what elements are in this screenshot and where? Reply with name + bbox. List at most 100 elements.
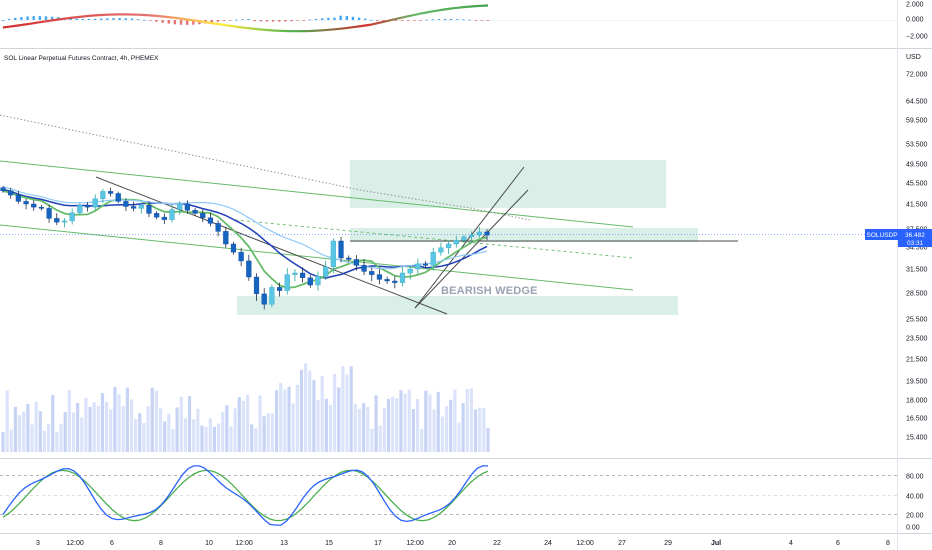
symbol-tag[interactable]: SOLUSDPERP 36.482 03:31 xyxy=(865,229,932,247)
time-tick: Jul xyxy=(711,540,721,547)
oscillator-bar xyxy=(124,18,127,20)
price-tick: 49.500 xyxy=(906,162,928,169)
stoch-tick: 20.00 xyxy=(906,513,924,520)
price-tick: 41.500 xyxy=(906,202,928,209)
volume-bar xyxy=(440,416,445,452)
oscillator-bar xyxy=(20,17,23,20)
candle-body xyxy=(138,205,144,209)
time-tick: 27 xyxy=(618,540,626,547)
candle-body xyxy=(300,272,306,279)
volume-bar xyxy=(449,399,453,452)
oscillator-bar xyxy=(130,18,134,20)
oscillator-bar xyxy=(345,16,348,20)
volume-bar xyxy=(428,394,432,452)
rising-channel-upper xyxy=(414,166,525,309)
oscillator-bar xyxy=(474,20,477,21)
volume-bar xyxy=(5,390,9,452)
time-tick: 12:00 xyxy=(66,540,84,547)
oscillator-bar xyxy=(216,20,220,22)
oscillator-bar xyxy=(136,19,140,20)
candle-body xyxy=(38,206,45,209)
candle-body xyxy=(415,263,421,270)
volume-bar xyxy=(17,415,22,452)
candle-body xyxy=(369,271,375,275)
time-tick: 12:00 xyxy=(235,540,253,547)
price-tick: 64.500 xyxy=(906,99,928,106)
oscillator-tick: 0.000 xyxy=(906,17,924,24)
candle-body xyxy=(31,203,37,208)
candle-body xyxy=(84,205,91,208)
oscillator-bar xyxy=(228,20,232,21)
candle-body xyxy=(54,218,60,223)
oscillator-bar xyxy=(271,20,275,22)
volume-bar xyxy=(283,389,287,452)
candle-body xyxy=(107,191,114,194)
candle-body xyxy=(15,194,21,202)
oscillator-bar xyxy=(235,19,238,21)
oscillator-bar xyxy=(321,18,324,20)
candle-body xyxy=(261,293,267,305)
volume-bar xyxy=(482,408,486,452)
oscillator-bar xyxy=(327,17,330,20)
volume-bar xyxy=(158,408,163,452)
volume-bar xyxy=(187,396,192,452)
volume-bar xyxy=(270,413,275,452)
volume-bar xyxy=(121,405,125,452)
volume-bars xyxy=(1,363,490,452)
rising-channel-lower xyxy=(414,189,529,309)
time-tick: 8 xyxy=(159,540,163,547)
candle-body xyxy=(276,287,283,291)
oscillator-bar xyxy=(278,20,281,22)
volume-bar xyxy=(254,428,258,452)
time-tick: 20 xyxy=(448,540,456,547)
volume-bar xyxy=(76,403,80,452)
candle-body xyxy=(146,205,152,214)
oscillator-bar xyxy=(7,18,11,20)
volume-bar xyxy=(113,387,117,452)
oscillator-bar xyxy=(314,18,318,20)
volume-bar xyxy=(258,395,262,452)
volume-bar xyxy=(312,380,316,452)
volume-bar xyxy=(386,398,391,452)
oscillator-bar xyxy=(259,20,263,22)
volume-bar xyxy=(279,382,283,452)
volume-bar xyxy=(295,384,299,452)
volume-bar xyxy=(13,406,18,452)
price-tick: 21.500 xyxy=(906,357,928,364)
oscillator-bar xyxy=(185,20,189,25)
candle-body xyxy=(192,210,198,214)
countdown-label: 03:31 xyxy=(907,240,924,247)
oscillator-bar xyxy=(400,20,404,21)
time-tick: 12:00 xyxy=(406,540,424,547)
candle-body xyxy=(307,277,313,286)
volume-bar xyxy=(67,390,71,452)
oscillator-bar xyxy=(50,16,54,20)
time-tick: 15 xyxy=(325,540,333,547)
time-tick: 29 xyxy=(664,540,672,547)
volume-bar xyxy=(38,411,42,452)
oscillator-bar xyxy=(449,18,453,20)
oscillator-bar xyxy=(333,17,336,20)
volume-bar xyxy=(138,413,142,452)
oscillator-bar xyxy=(161,20,164,23)
price-tick: 15.400 xyxy=(906,435,928,442)
oscillator-bar xyxy=(192,20,195,25)
oscillator-bar xyxy=(106,18,109,20)
last-price-label: 36.482 xyxy=(905,232,925,239)
support-zone xyxy=(237,296,678,315)
candle-body xyxy=(92,198,98,208)
candle-body xyxy=(484,231,490,236)
volume-bar xyxy=(84,397,88,452)
candle-body xyxy=(46,208,52,219)
oscillator-bar xyxy=(44,16,48,20)
oscillator-bar xyxy=(284,20,287,22)
oscillator-bar xyxy=(118,18,121,20)
candle-body xyxy=(315,276,321,286)
oscillator-bar xyxy=(253,20,256,22)
volume-bar xyxy=(453,389,457,452)
current-zone xyxy=(350,228,698,242)
volume-bar xyxy=(42,430,47,452)
volume-bar xyxy=(353,403,357,452)
price-axis: USD 72.000 64.500 59.500 53.500 49.500 45.500… xyxy=(906,2,928,532)
